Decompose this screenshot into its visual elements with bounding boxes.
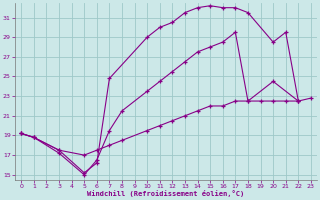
X-axis label: Windchill (Refroidissement éolien,°C): Windchill (Refroidissement éolien,°C): [87, 190, 245, 197]
